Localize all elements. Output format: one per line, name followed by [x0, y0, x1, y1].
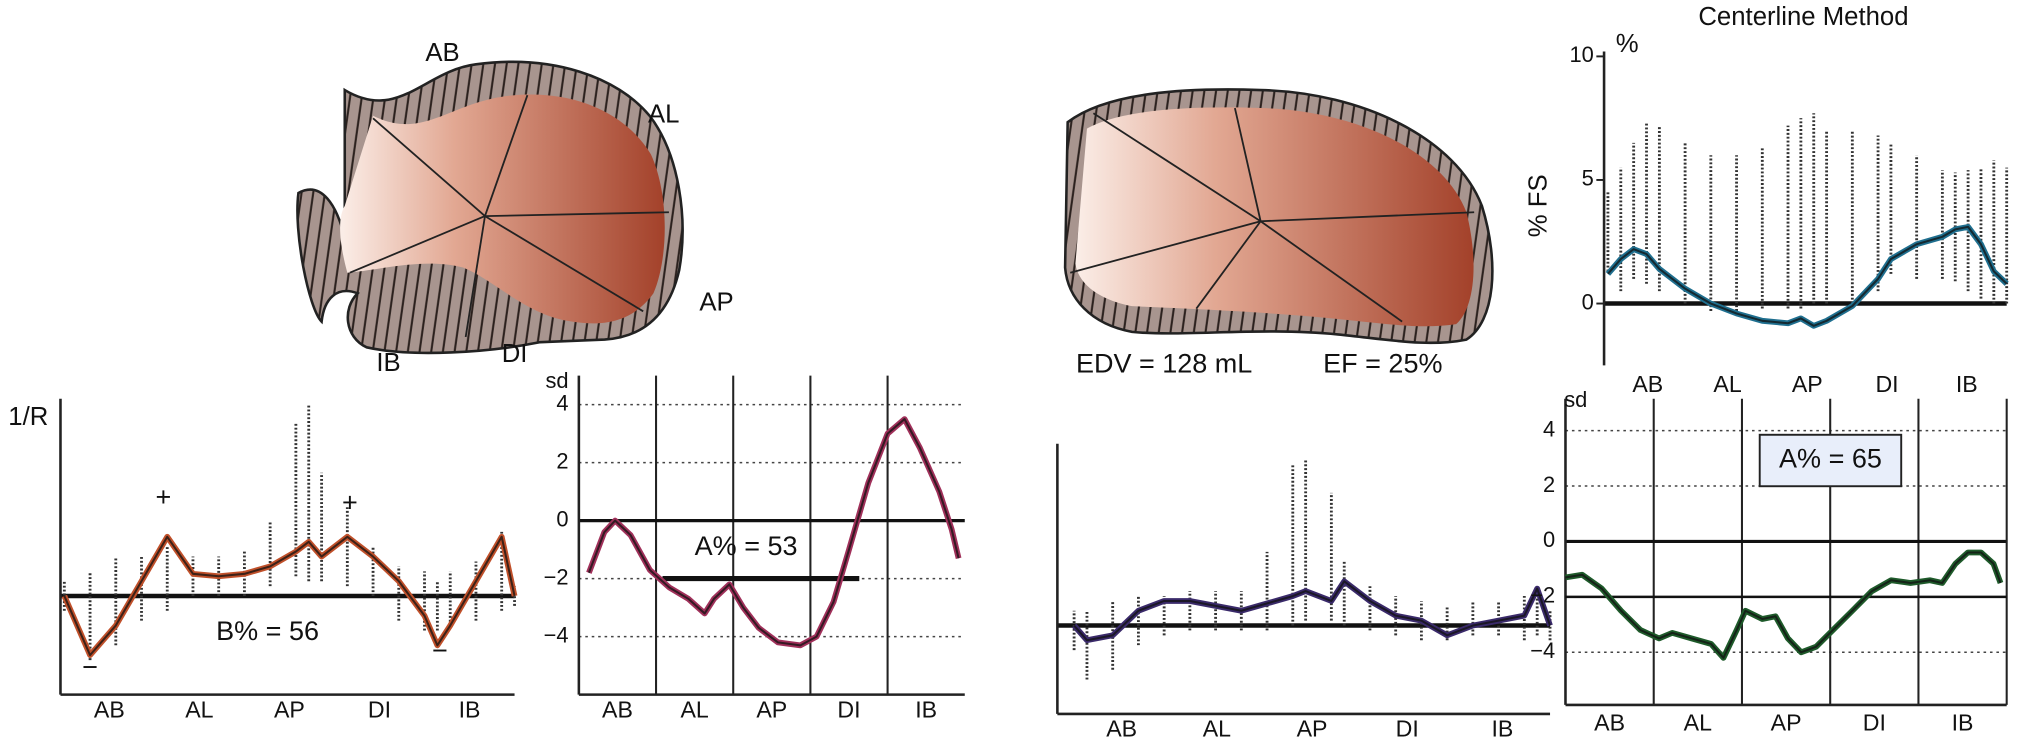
x-tick-label: AB	[1106, 716, 1137, 742]
x-tick-label: AP	[1297, 716, 1328, 742]
curve	[1565, 551, 2002, 659]
x-tick-label: DI	[1863, 709, 1886, 735]
segment-label: AP	[699, 288, 733, 316]
chart-title: Centerline Method	[1698, 3, 1908, 31]
curve	[63, 535, 516, 657]
x-tick-label: AL	[185, 696, 213, 722]
curve-outline	[1071, 578, 1553, 644]
extremum-marker: +	[155, 482, 171, 512]
y-axis-label: 1/R	[8, 403, 48, 431]
y-tick-label: −4	[544, 622, 569, 647]
y-unit: %	[1616, 30, 1639, 58]
x-tick-label: AB	[1632, 371, 1663, 397]
x-tick-label: AL	[1684, 709, 1712, 735]
segment-label: IB	[376, 349, 400, 377]
annotation: A% = 65	[1779, 444, 1882, 474]
extremum-marker: −	[82, 652, 98, 682]
y-tick-label: 5	[1582, 166, 1594, 191]
curve	[587, 418, 960, 647]
y-tick-label: −2	[544, 564, 569, 589]
heart-diagram-end-systole	[296, 60, 684, 355]
caption: EF = 25%	[1323, 348, 1442, 378]
x-tick-label: DI	[837, 696, 860, 722]
x-tick-label: IB	[459, 696, 481, 722]
y-tick-label: 0	[1543, 527, 1555, 552]
x-tick-label: AL	[1713, 371, 1741, 397]
y-tick-label: −4	[1530, 638, 1555, 663]
x-tick-label: IB	[1956, 371, 1978, 397]
x-tick-label: AL	[680, 696, 708, 722]
x-tick-label: AB	[602, 696, 633, 722]
x-tick-label: IB	[1952, 709, 1974, 735]
x-tick-label: AP	[756, 696, 787, 722]
x-tick-label: IB	[1492, 716, 1514, 742]
x-tick-label: IB	[915, 696, 937, 722]
y-axis-label: sd	[1564, 387, 1587, 412]
x-tick-label: DI	[368, 696, 391, 722]
y-tick-label: −2	[1530, 583, 1555, 608]
y-tick-label: 2	[1543, 472, 1555, 497]
y-tick-label: 2	[556, 448, 568, 473]
annotation: B% = 56	[216, 616, 319, 646]
x-tick-label: DI	[1875, 371, 1898, 397]
y-tick-label: 0	[1582, 289, 1594, 314]
y-axis-label: sd	[545, 368, 568, 393]
x-tick-label: AP	[274, 696, 305, 722]
x-tick-label: AP	[1771, 709, 1802, 735]
segment-label: AB	[425, 39, 459, 67]
y-tick-label: 10	[1569, 42, 1593, 67]
x-tick-label: AB	[1594, 709, 1625, 735]
x-tick-label: DI	[1396, 716, 1419, 742]
caption: EDV = 128 mL	[1076, 348, 1252, 378]
extremum-marker: +	[342, 487, 358, 517]
annotation-box	[1758, 433, 1903, 488]
curve	[1073, 580, 1552, 642]
y-tick-label: 4	[1543, 416, 1555, 441]
x-tick-label: AL	[1203, 716, 1231, 742]
segment-label: DI	[502, 340, 528, 368]
x-tick-label: AB	[94, 696, 125, 722]
heart-diagram-dilated	[1063, 88, 1494, 345]
curve	[1607, 225, 2008, 327]
y-tick-label: 4	[556, 390, 568, 415]
extremum-marker: −	[432, 635, 448, 665]
curve-outline	[1565, 549, 2004, 661]
y-tick-label: 0	[556, 506, 568, 531]
annotation: A% = 53	[695, 531, 798, 561]
segment-label: AL	[648, 101, 679, 129]
y-axis-label: % FS	[1525, 174, 1553, 237]
x-tick-label: AP	[1792, 371, 1823, 397]
